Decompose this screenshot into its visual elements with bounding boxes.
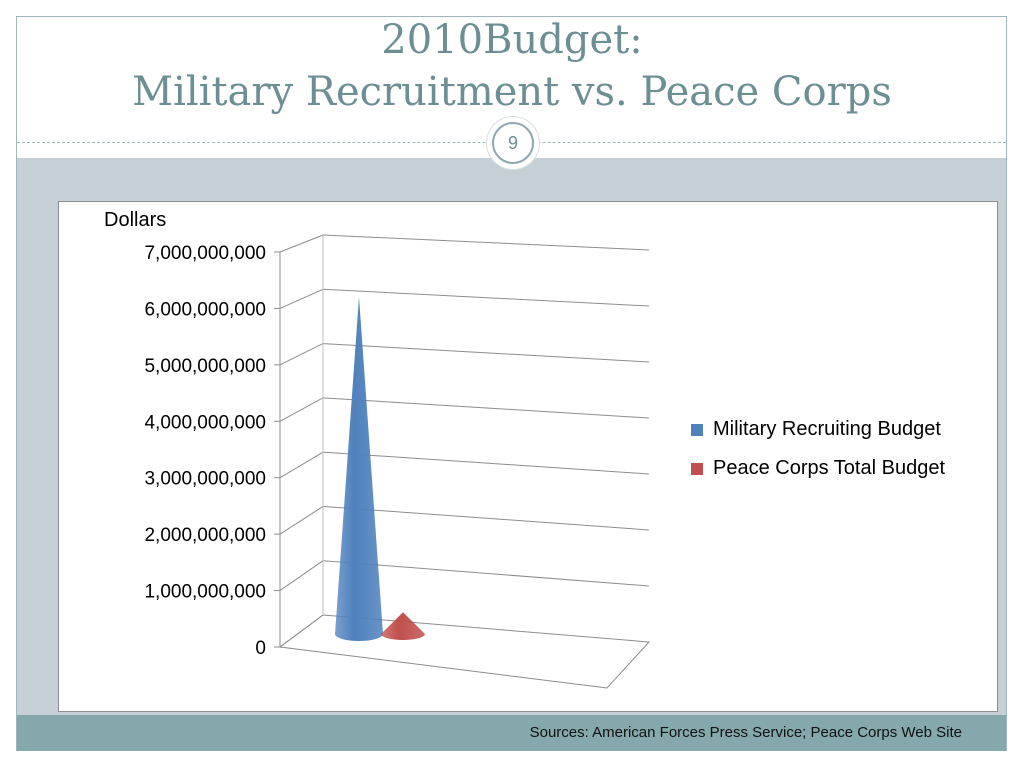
cone-peace-corps xyxy=(381,612,425,640)
y-tick-label: 1,000,000,000 xyxy=(144,582,266,603)
back-gridline xyxy=(322,397,650,419)
slide-number: 9 xyxy=(492,122,534,164)
slide-title: 2010Budget: Military Recruitment vs. Pea… xyxy=(0,14,1024,118)
y-axis-label: Dollars xyxy=(104,209,166,231)
title-line-2: Military Recruitment vs. Peace Corps xyxy=(132,69,892,115)
chart-floor xyxy=(278,614,651,689)
chart-legend: Military Recruiting Budget Peace Corps To… xyxy=(691,418,945,479)
y-tick-label: 0 xyxy=(255,638,266,659)
y-tick-labels: 0 1,000,000,000 2,000,000,000 3,000,000,000… xyxy=(144,243,266,659)
back-gridline xyxy=(322,451,650,475)
legend-item: Peace Corps Total Budget xyxy=(691,457,945,479)
side-gridline xyxy=(279,288,324,309)
legend-swatch xyxy=(691,463,703,475)
legend-swatch xyxy=(691,424,703,436)
chart-gridlines xyxy=(278,234,651,689)
y-tick-label: 7,000,000,000 xyxy=(144,243,266,264)
footer-band: Sources: American Forces Press Service; … xyxy=(17,715,1006,751)
chart-axis xyxy=(274,235,324,648)
back-gridline xyxy=(322,234,650,251)
side-gridline xyxy=(279,506,324,535)
chart-container: 0 1,000,000,000 2,000,000,000 3,000,000,000… xyxy=(58,201,998,712)
y-tick-label: 5,000,000,000 xyxy=(144,356,266,377)
budget-chart: 0 1,000,000,000 2,000,000,000 3,000,000,000… xyxy=(104,209,945,689)
cone-military-recruiting xyxy=(335,297,383,641)
title-line-1: 2010Budget: xyxy=(381,17,643,63)
side-gridline xyxy=(279,451,324,479)
back-gridline xyxy=(322,343,650,363)
y-tick-label: 6,000,000,000 xyxy=(144,299,266,320)
sources-footnote: Sources: American Forces Press Service; … xyxy=(529,724,962,741)
y-tick-label: 2,000,000,000 xyxy=(144,525,266,546)
side-gridline xyxy=(279,343,324,366)
back-gridline xyxy=(322,505,650,531)
y-tick-label: 4,000,000,000 xyxy=(144,412,266,433)
chart-cones xyxy=(335,297,425,641)
legend-item: Military Recruiting Budget xyxy=(691,418,941,440)
side-gridline xyxy=(279,560,324,591)
legend-label: Military Recruiting Budget xyxy=(713,418,941,440)
side-gridline xyxy=(279,234,324,253)
legend-label: Peace Corps Total Budget xyxy=(713,457,945,479)
y-tick-label: 3,000,000,000 xyxy=(144,469,266,490)
back-gridline xyxy=(322,288,650,307)
side-gridline xyxy=(279,397,324,422)
slide-number-badge: 9 xyxy=(486,116,540,170)
